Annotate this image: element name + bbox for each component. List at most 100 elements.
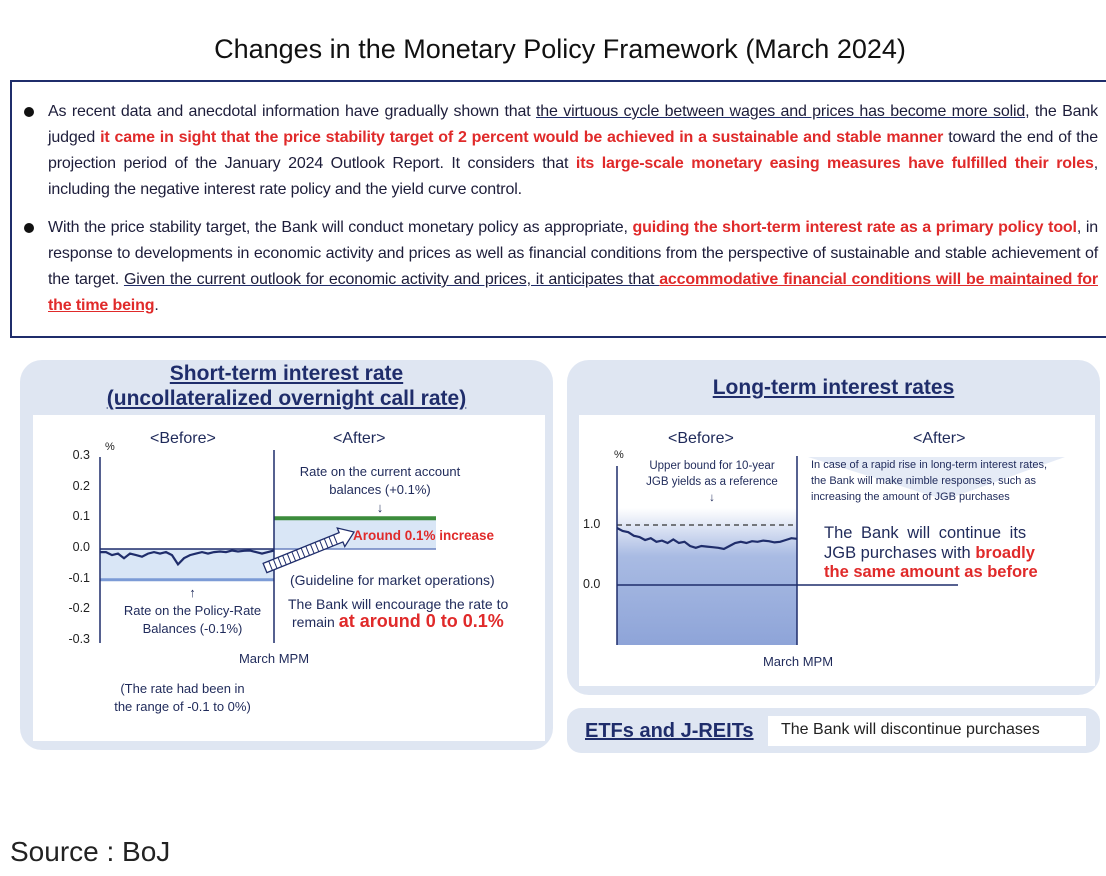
- arrow-stripe: [291, 551, 297, 562]
- short-ytick: 0.1: [72, 509, 90, 524]
- continue-line1: The Bank will continue its: [824, 524, 1027, 542]
- arrow-stripe: [309, 544, 315, 554]
- call-rate-series: [100, 549, 275, 567]
- long-unit: %: [614, 449, 624, 461]
- nimble-response-label: In case of a rapid rise in long-term int…: [811, 457, 1081, 505]
- continue-line2-text: JGB purchases with: [824, 543, 976, 562]
- text-segment: As recent data and anecdotal information…: [48, 103, 536, 120]
- range-note: (The rate had been in the range of -0.1 t…: [95, 680, 270, 716]
- long-ytick: 0.0: [583, 577, 601, 591]
- short-march-mpm: March MPM: [238, 651, 310, 666]
- policy-rate-label: ↑ Rate on the Policy-Rate Balances (-0.1%): [110, 584, 275, 638]
- arrow-stripe: [300, 547, 306, 558]
- continue-broadly: broadly: [975, 543, 1035, 562]
- current-account-label-line2: balances (+0.1%): [329, 482, 431, 497]
- text-segment: , the Bank judged: [48, 103, 1098, 146]
- bullet-1: As recent data and anecdotal information…: [24, 99, 1098, 203]
- increase-label: Around 0.1% increase: [353, 528, 495, 543]
- current-account-label: Rate on the current account balances (+0.…: [280, 463, 480, 517]
- etf-text-box: [768, 716, 1086, 746]
- text-segment: With the price stability target, the Ban…: [48, 219, 633, 236]
- arrow-stripe: [314, 542, 320, 552]
- arrow-stripe: [333, 534, 338, 545]
- policy-rate-label-line1: Rate on the Policy-Rate: [123, 603, 262, 618]
- guideline-label: (Guideline for market operations): [290, 572, 495, 588]
- summary-box: As recent data and anecdotal information…: [10, 80, 1106, 338]
- policy-rate-label-line2: Balances (-0.1%): [142, 621, 243, 636]
- long-after-header: <After>: [913, 430, 966, 447]
- arrow-stripe: [323, 538, 329, 549]
- up-arrow-icon: ↑: [189, 585, 196, 600]
- long-before-header: <Before>: [668, 430, 734, 447]
- short-after-header: <After>: [333, 430, 386, 447]
- arrow-stripe: [319, 540, 324, 550]
- arrow-stripe: [286, 553, 292, 564]
- continue-line3: the same amount as before: [824, 563, 1038, 581]
- short-before-header: <Before>: [150, 430, 216, 447]
- range-note-line2: the range of -0.1 to 0%): [114, 699, 251, 714]
- short-term-title: Short-term interest rate (uncollateralize…: [20, 361, 553, 411]
- arrow-stripe: [305, 545, 310, 556]
- increase-arrow-icon: [262, 527, 356, 574]
- arrow-stripe: [272, 559, 278, 569]
- highlight-segment: it came in sight that the price stabilit…: [100, 129, 944, 146]
- bullet-dot-icon: [24, 223, 34, 233]
- encourage-range: at around 0 to 0.1%: [338, 611, 504, 631]
- long-march-mpm: March MPM: [762, 654, 834, 669]
- upper-bound-line2: JGB yields as a reference: [646, 476, 778, 488]
- arrow-stripe: [328, 536, 334, 547]
- short-ytick: 0.3: [72, 447, 90, 462]
- nimble-line3: increasing the amount of JGB purchases: [811, 491, 1010, 503]
- short-ytick: 0.2: [72, 478, 90, 493]
- nimble-line2: the Bank will make nimble responses, suc…: [811, 475, 1036, 487]
- source-caption: Source : BoJ: [10, 836, 171, 867]
- before-range-band: [100, 549, 274, 580]
- short-ytick: -0.3: [68, 632, 90, 647]
- arrow-stripe: [277, 557, 283, 567]
- text-segment: .: [154, 297, 159, 314]
- continue-line2: JGB purchases with broadly: [824, 544, 1038, 564]
- jgb-yield-series: [616, 527, 798, 551]
- highlight-segment: Given the current outlook for economic a…: [123, 271, 660, 288]
- etf-title: ETFs and J-REITs: [585, 720, 754, 742]
- arrow-stripe: [268, 560, 273, 571]
- after-range-band: [274, 518, 436, 549]
- down-arrow-icon: ↓: [709, 492, 715, 504]
- long-ytick: 1.0: [583, 517, 601, 531]
- encourage-line1: The Bank will encourage the rate to: [288, 596, 509, 612]
- bullet-text: With the price stability target, the Ban…: [48, 219, 1098, 314]
- nimble-highlight-shape: [808, 457, 1065, 500]
- bullet-text: As recent data and anecdotal information…: [48, 103, 1098, 198]
- text-segment: , including the negative interest rate p…: [48, 155, 1099, 198]
- long-term-title: Long-term interest rates: [712, 376, 955, 399]
- short-term-title-line2: (uncollateralized overnight call rate): [106, 387, 467, 410]
- arrow-shape: [262, 527, 356, 574]
- arrow-stripe: [296, 549, 301, 560]
- encourage-remain: remain: [292, 614, 339, 630]
- yield-area-fill: [617, 508, 797, 645]
- upper-bound-line1: Upper bound for 10-year: [649, 460, 775, 472]
- encourage-line2: remain at around 0 to 0.1%: [292, 612, 504, 631]
- short-ytick: -0.2: [68, 601, 90, 616]
- page-title: Changes in the Monetary Policy Framework…: [214, 34, 906, 64]
- highlight-segment: the virtuous cycle between wages and pri…: [536, 103, 1026, 120]
- upper-bound-label: Upper bound for 10-year JGB yields as a r…: [632, 458, 792, 506]
- nimble-line1: In case of a rapid rise in long-term int…: [811, 459, 1047, 471]
- short-unit: %: [105, 441, 115, 453]
- highlight-segment: guiding the short-term interest rate as …: [632, 219, 1078, 236]
- bullet-dot-icon: [24, 107, 34, 117]
- bullet-2: With the price stability target, the Ban…: [24, 215, 1098, 319]
- text-segment: toward the end of the projection period …: [48, 129, 1098, 172]
- highlight-segment: accommodative financial conditions will …: [48, 271, 1098, 314]
- continue-purchases-label: The Bank will continue its JGB purchases …: [824, 524, 1038, 583]
- current-account-label-line1: Rate on the current account: [299, 464, 461, 479]
- etf-text: The Bank will discontinue purchases: [781, 721, 1040, 738]
- short-ytick: -0.1: [68, 570, 90, 585]
- arrow-stripe: [282, 555, 287, 565]
- short-ytick: 0.0: [72, 540, 90, 554]
- highlight-segment: its large-scale monetary easing measures…: [575, 155, 1094, 172]
- down-arrow-icon: ↓: [376, 500, 384, 515]
- range-note-line1: (The rate had been in: [120, 681, 245, 696]
- short-term-title-line1: Short-term interest rate: [169, 362, 404, 385]
